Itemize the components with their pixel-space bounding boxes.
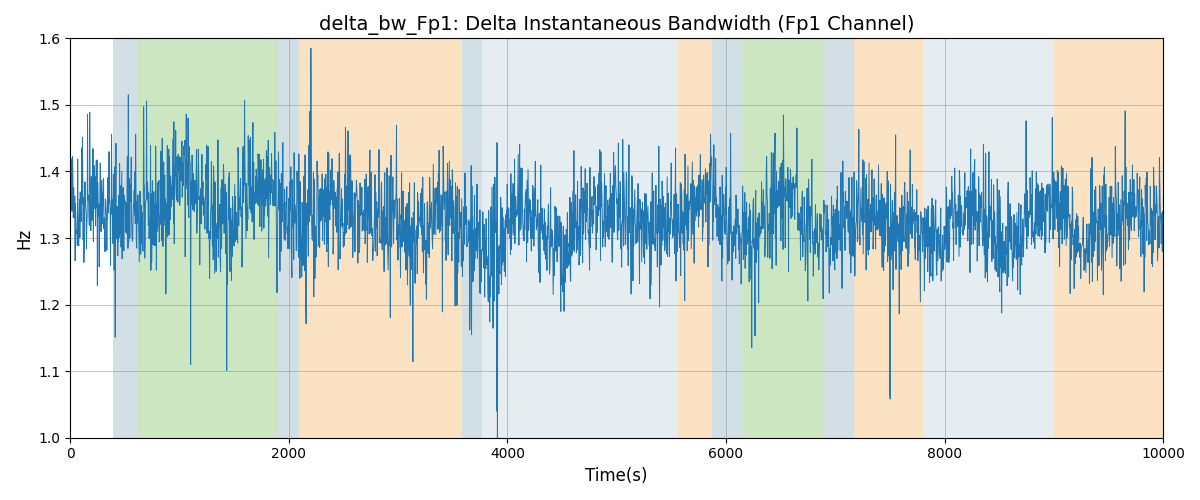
Bar <box>743 38 824 438</box>
Title: delta_bw_Fp1: Delta Instantaneous Bandwidth (Fp1 Channel): delta_bw_Fp1: Delta Instantaneous Bandwi… <box>319 15 914 35</box>
Bar <box>824 38 854 438</box>
Bar <box>712 38 743 438</box>
Bar <box>462 38 482 438</box>
Bar <box>113 38 138 438</box>
Bar <box>299 38 462 438</box>
Bar <box>678 38 712 438</box>
Y-axis label: Hz: Hz <box>14 228 32 248</box>
Bar <box>278 38 299 438</box>
Bar <box>1054 38 1163 438</box>
X-axis label: Time(s): Time(s) <box>586 467 648 485</box>
Bar <box>854 38 923 438</box>
Bar <box>923 38 1054 438</box>
Bar <box>482 38 678 438</box>
Bar <box>138 38 278 438</box>
